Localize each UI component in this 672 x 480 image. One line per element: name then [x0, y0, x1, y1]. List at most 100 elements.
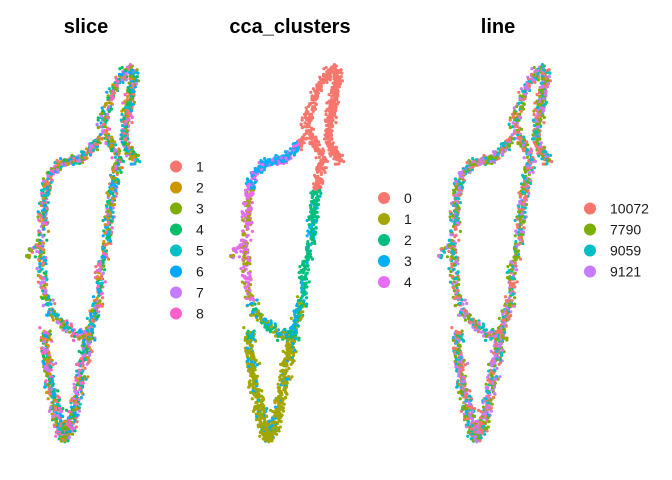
- scatter-point: [46, 190, 50, 195]
- scatter-point: [123, 99, 127, 103]
- scatter-point: [96, 288, 100, 292]
- scatter-point: [101, 129, 105, 133]
- scatter-point: [55, 402, 60, 406]
- scatter-point: [507, 148, 512, 152]
- scatter-point: [81, 334, 85, 338]
- scatter-point: [305, 122, 309, 126]
- scatter-point: [305, 111, 309, 115]
- scatter-point: [262, 423, 267, 427]
- scatter-point: [103, 217, 107, 221]
- scatter-point: [315, 89, 319, 93]
- scatter-point: [133, 162, 137, 166]
- scatter-point: [274, 328, 279, 332]
- scatter-point: [128, 100, 132, 104]
- legend-label: 7: [196, 285, 204, 301]
- scatter-point: [72, 334, 76, 338]
- scatter-point: [114, 152, 119, 156]
- scatter-point: [515, 217, 519, 221]
- scatter-point: [46, 229, 51, 233]
- scatter-point: [272, 330, 276, 334]
- scatter-point: [100, 114, 104, 118]
- scatter-point: [310, 112, 314, 116]
- scatter-point: [242, 255, 246, 259]
- scatter-point: [318, 152, 323, 156]
- scatter-point: [314, 156, 318, 160]
- scatter-point: [52, 388, 56, 392]
- scatter-point: [38, 265, 42, 269]
- scatter-point: [255, 318, 259, 322]
- scatter-point: [257, 301, 261, 306]
- scatter-point: [114, 188, 118, 192]
- scatter-point: [246, 204, 250, 208]
- scatter-point: [333, 162, 337, 166]
- scatter-point: [240, 280, 244, 284]
- scatter-point: [252, 392, 256, 396]
- scatter-point: [273, 324, 277, 328]
- scatter-point: [313, 208, 317, 212]
- scatter-point: [79, 351, 83, 355]
- scatter-point: [103, 280, 107, 284]
- scatter-point: [47, 351, 51, 355]
- scatter-point: [294, 322, 298, 326]
- scatter-point: [40, 286, 44, 290]
- legend-key: [378, 276, 390, 288]
- scatter-point: [113, 87, 118, 91]
- scatter-point: [42, 357, 47, 361]
- scatter-point: [42, 208, 46, 212]
- legend-key: [170, 307, 182, 320]
- scatter-point: [276, 156, 280, 160]
- legend-label: 8: [196, 306, 204, 322]
- scatter-point: [77, 398, 81, 402]
- scatter-point: [275, 427, 279, 431]
- scatter-point: [307, 217, 311, 221]
- scatter-point: [279, 156, 283, 160]
- scatter-point: [300, 142, 304, 147]
- scatter-point: [86, 375, 90, 379]
- scatter-point: [255, 315, 259, 319]
- scatter-point: [86, 358, 91, 362]
- scatter-point: [308, 141, 312, 146]
- scatter-point: [316, 202, 320, 207]
- scatter-point: [311, 87, 315, 91]
- scatter-point: [305, 296, 309, 300]
- scatter-point: [109, 208, 113, 212]
- scatter-point: [327, 93, 331, 97]
- scatter-point: [270, 158, 274, 162]
- scatter-point: [129, 114, 133, 118]
- scatter-point: [304, 106, 308, 110]
- scatter-point: [92, 299, 96, 303]
- scatter-point: [340, 71, 344, 75]
- scatter-point: [45, 348, 49, 352]
- scatter-point: [90, 322, 94, 326]
- scatter-point: [100, 255, 104, 259]
- scatter-point: [325, 159, 329, 163]
- scatter-point: [48, 372, 52, 376]
- scatter-point: [237, 255, 241, 259]
- scatter-point: [447, 267, 451, 271]
- scatter-point: [36, 215, 40, 219]
- scatter-point: [82, 338, 86, 342]
- scatter-point: [317, 167, 322, 171]
- scatter-point: [109, 102, 114, 106]
- scatter-point: [56, 389, 60, 393]
- scatter-point: [286, 353, 290, 358]
- scatter-point: [72, 338, 76, 342]
- scatter-point: [300, 116, 304, 120]
- scatter-point: [86, 329, 90, 333]
- scatter-point: [463, 298, 467, 302]
- scatter-point: [46, 360, 50, 364]
- scatter-point: [51, 318, 56, 322]
- scatter-point: [300, 315, 304, 319]
- scatter-point: [77, 409, 81, 413]
- scatter-point: [278, 401, 282, 405]
- scatter-point: [307, 243, 311, 247]
- scatter-point: [105, 204, 109, 209]
- scatter-point: [123, 93, 127, 97]
- scatter-point: [249, 371, 253, 375]
- scatter-point: [276, 382, 280, 386]
- scatter-point: [303, 281, 307, 285]
- scatter-point: [255, 298, 259, 302]
- scatter-point: [80, 364, 84, 368]
